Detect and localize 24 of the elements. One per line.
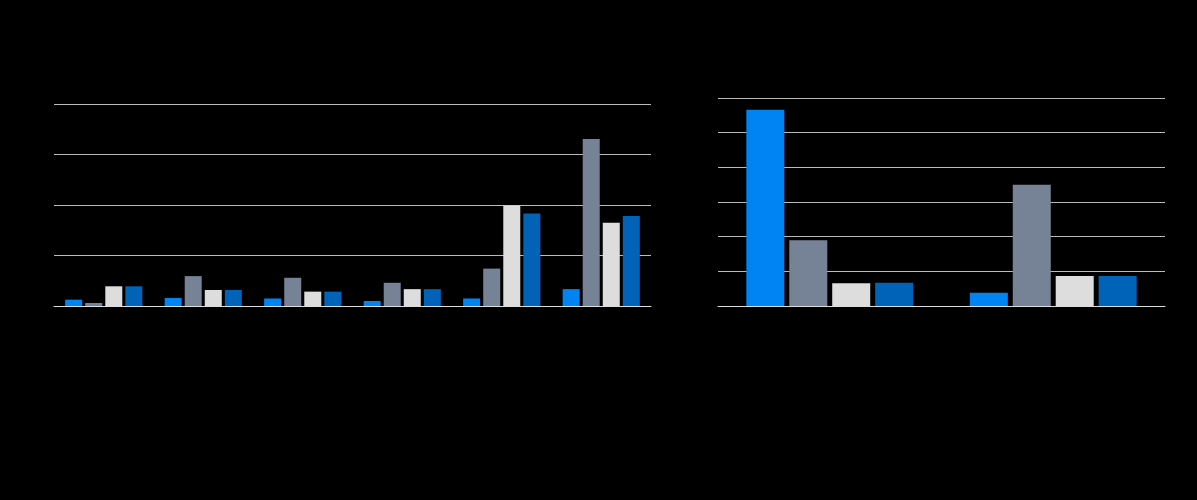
bar (622, 216, 640, 306)
bar (562, 289, 580, 306)
bar (875, 282, 914, 306)
bar (363, 300, 381, 306)
bar (324, 291, 342, 306)
bar (184, 276, 202, 306)
bar (383, 282, 401, 306)
bar (224, 289, 242, 306)
bar (582, 139, 600, 306)
bar (523, 213, 541, 306)
bar (284, 277, 302, 306)
bar (1098, 275, 1137, 306)
bar (969, 292, 1008, 306)
bar (1012, 184, 1051, 306)
bar (264, 298, 282, 306)
bar (423, 289, 441, 306)
bar (65, 299, 83, 306)
bar (164, 297, 182, 306)
bar (125, 286, 143, 306)
bar (746, 109, 785, 306)
bar (85, 303, 103, 306)
bar (789, 240, 828, 306)
bar (463, 298, 481, 306)
bar (483, 268, 501, 306)
